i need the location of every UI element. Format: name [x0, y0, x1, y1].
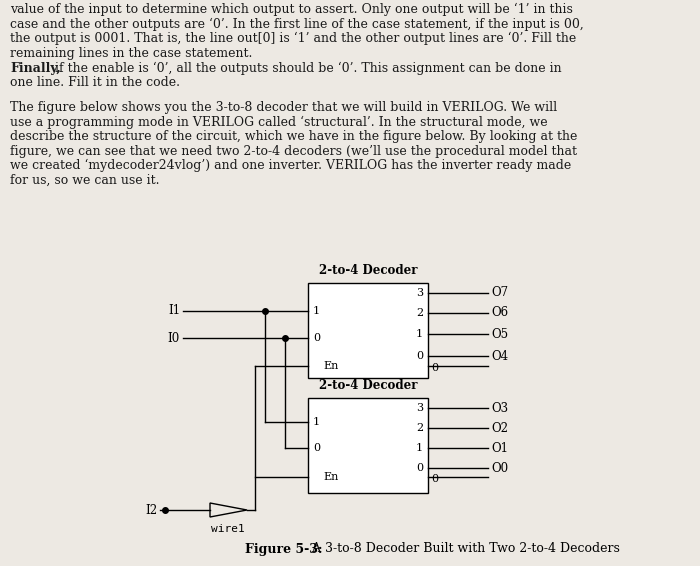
- Text: O7: O7: [491, 286, 508, 299]
- Bar: [308, 398, 428, 493]
- Text: for us, so we can use it.: for us, so we can use it.: [10, 174, 160, 187]
- Text: 0: 0: [416, 463, 423, 473]
- Text: 3: 3: [416, 288, 423, 298]
- Text: I1: I1: [168, 305, 180, 318]
- Text: The figure below shows you the 3-to-8 decoder that we will build in VERILOG. We : The figure below shows you the 3-to-8 de…: [10, 101, 557, 114]
- Text: I0: I0: [168, 332, 180, 345]
- Text: if the enable is ‘0’, all the outputs should be ‘0’. This assignment can be done: if the enable is ‘0’, all the outputs sh…: [51, 62, 561, 75]
- Text: 0: 0: [313, 333, 320, 343]
- Text: Finally,: Finally,: [10, 62, 61, 75]
- Text: O0: O0: [491, 461, 508, 474]
- Text: 1: 1: [313, 417, 320, 427]
- Text: 0: 0: [416, 351, 423, 361]
- Text: O3: O3: [491, 401, 508, 414]
- Text: 1: 1: [416, 443, 423, 453]
- Text: one line. Fill it in the code.: one line. Fill it in the code.: [10, 76, 180, 89]
- Text: I2: I2: [145, 504, 157, 517]
- Text: describe the structure of the circuit, which we have in the figure below. By loo: describe the structure of the circuit, w…: [10, 130, 577, 143]
- Text: O1: O1: [491, 441, 508, 454]
- Text: 2: 2: [416, 423, 423, 433]
- Text: wire1: wire1: [211, 524, 245, 534]
- Text: 1: 1: [313, 306, 320, 316]
- Text: 3: 3: [416, 403, 423, 413]
- Text: O5: O5: [491, 328, 508, 341]
- Text: 0: 0: [431, 474, 438, 484]
- Text: value of the input to determine which output to assert. Only one output will be : value of the input to determine which ou…: [10, 3, 573, 16]
- Text: 2: 2: [416, 308, 423, 318]
- Text: 2-to-4 Decoder: 2-to-4 Decoder: [318, 264, 417, 277]
- Text: remaining lines in the case statement.: remaining lines in the case statement.: [10, 46, 253, 59]
- Text: use a programming mode in VERILOG called ‘structural’. In the structural mode, w: use a programming mode in VERILOG called…: [10, 115, 547, 128]
- Text: En: En: [323, 361, 338, 371]
- Text: we created ‘mydecoder24vlog’) and one inverter. VERILOG has the inverter ready m: we created ‘mydecoder24vlog’) and one in…: [10, 159, 571, 172]
- Text: En: En: [323, 472, 338, 482]
- Text: 0: 0: [313, 443, 320, 453]
- Text: 1: 1: [416, 329, 423, 339]
- Text: 0: 0: [431, 363, 438, 373]
- Text: the output is 0001. That is, the line out[0] is ‘1’ and the other output lines a: the output is 0001. That is, the line ou…: [10, 32, 576, 45]
- Text: O4: O4: [491, 349, 508, 362]
- Text: A 3-to-8 Decoder Built with Two 2-to-4 Decoders: A 3-to-8 Decoder Built with Two 2-to-4 D…: [308, 542, 620, 555]
- Text: O2: O2: [491, 422, 508, 435]
- Text: figure, we can see that we need two 2-to-4 decoders (we’ll use the procedural mo: figure, we can see that we need two 2-to…: [10, 144, 577, 157]
- Bar: [308, 283, 428, 378]
- Text: O6: O6: [491, 307, 508, 319]
- Text: case and the other outputs are ‘0’. In the first line of the case statement, if : case and the other outputs are ‘0’. In t…: [10, 18, 584, 31]
- Text: 2-to-4 Decoder: 2-to-4 Decoder: [318, 379, 417, 392]
- Text: Figure 5-3:: Figure 5-3:: [245, 542, 323, 555]
